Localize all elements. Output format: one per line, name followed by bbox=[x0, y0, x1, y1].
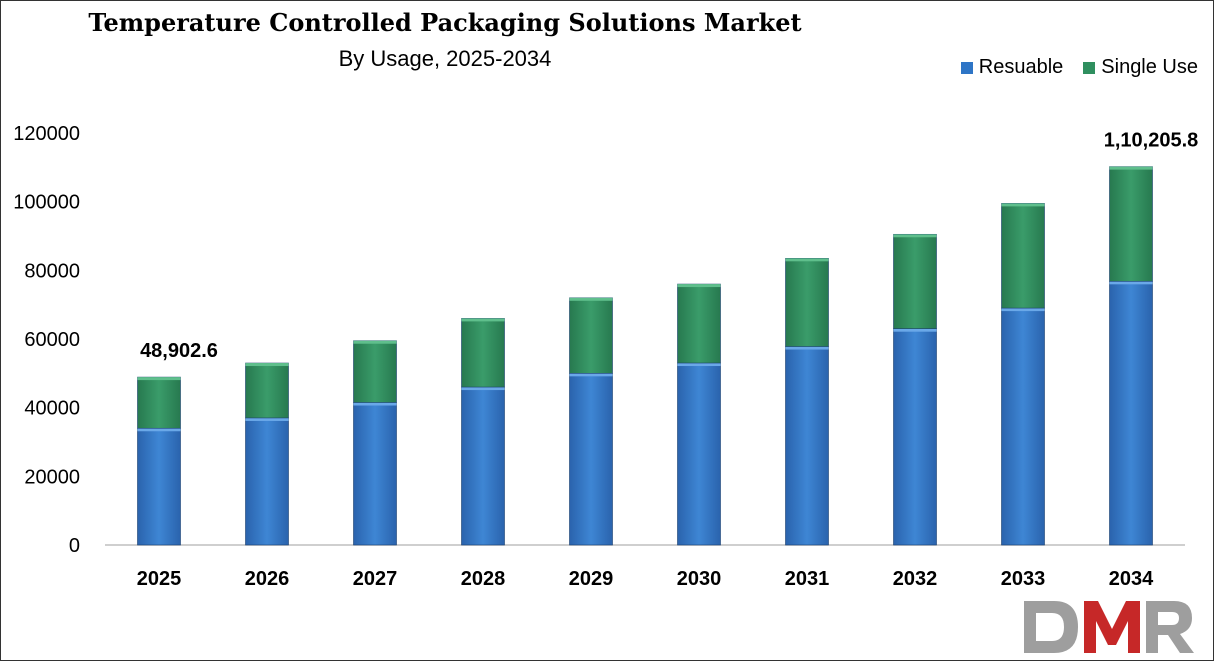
bar-single-use-2026 bbox=[245, 362, 289, 419]
bar-edge-resuable-2033 bbox=[1001, 308, 1045, 312]
legend-item-resuable: Resuable bbox=[960, 56, 1064, 79]
chart-title: Temperature Controlled Packaging Solutio… bbox=[88, 8, 802, 37]
bar-edge-resuable-2029 bbox=[569, 373, 613, 377]
bar-edge-resuable-2034 bbox=[1109, 281, 1153, 285]
bars-layer bbox=[137, 166, 1153, 546]
bar-edge-single-use-2033 bbox=[1001, 203, 1045, 207]
x-tick-label: 2034 bbox=[1109, 568, 1154, 590]
bar-edge-resuable-2030 bbox=[677, 363, 721, 367]
bar-single-use-2025 bbox=[137, 376, 181, 429]
bar-edge-resuable-2028 bbox=[461, 387, 505, 391]
bar-edge-resuable-2025 bbox=[137, 428, 181, 432]
bar-resuable-2034 bbox=[1109, 281, 1153, 546]
bar-edge-single-use-2025 bbox=[137, 377, 181, 381]
bar-edge-single-use-2028 bbox=[461, 318, 505, 322]
y-tick-label: 20000 bbox=[24, 466, 80, 488]
bar-edge-single-use-2031 bbox=[785, 258, 829, 262]
x-tick-label: 2025 bbox=[137, 568, 182, 590]
y-tick-label: 60000 bbox=[24, 329, 80, 351]
axis-layer: 0 20000 40000 60000 80000 100000 120000 bbox=[13, 123, 1185, 557]
x-tick-label: 2028 bbox=[461, 568, 506, 590]
x-tick-label: 2026 bbox=[245, 568, 290, 590]
bar-edge-resuable-2031 bbox=[785, 346, 829, 350]
legend-label-resuable: Resuable bbox=[978, 56, 1064, 78]
bar-single-use-2027 bbox=[353, 340, 397, 403]
bar-resuable-2028 bbox=[461, 386, 505, 546]
bar-edge-single-use-2027 bbox=[353, 340, 397, 344]
bar-edge-single-use-2029 bbox=[569, 297, 613, 301]
legend-swatch-resuable bbox=[960, 61, 973, 74]
dmr-logo bbox=[1024, 601, 1194, 653]
bar-resuable-2025 bbox=[137, 427, 181, 546]
bar-edge-resuable-2032 bbox=[893, 328, 937, 332]
bar-single-use-2029 bbox=[569, 297, 613, 374]
data-label-total: 1,10,205.8 bbox=[1104, 130, 1199, 152]
y-tick-label: 120000 bbox=[13, 123, 80, 145]
labels-layer: 2025 2026 2027 2028 2029 2030 2031 2032 2033 2034… bbox=[137, 130, 1199, 590]
bar-edge-single-use-2026 bbox=[245, 363, 289, 367]
y-tick-label: 40000 bbox=[24, 398, 80, 420]
bar-single-use-2034 bbox=[1109, 166, 1153, 282]
bar-resuable-2027 bbox=[353, 402, 397, 546]
x-tick-label: 2029 bbox=[569, 568, 614, 590]
bar-resuable-2029 bbox=[569, 373, 613, 546]
bar-resuable-2030 bbox=[677, 362, 721, 546]
bar-resuable-2026 bbox=[245, 417, 289, 546]
bar-edge-resuable-2027 bbox=[353, 402, 397, 406]
x-tick-label: 2027 bbox=[353, 568, 398, 590]
legend: Resuable Single Use bbox=[960, 56, 1198, 79]
legend-label-single-use: Single Use bbox=[1101, 56, 1198, 78]
bar-resuable-2033 bbox=[1001, 307, 1045, 546]
bar-single-use-2033 bbox=[1001, 203, 1045, 309]
x-tick-label: 2031 bbox=[785, 568, 830, 590]
bar-single-use-2031 bbox=[785, 258, 829, 347]
bar-edge-single-use-2030 bbox=[677, 284, 721, 288]
legend-swatch-single-use bbox=[1083, 61, 1096, 74]
bar-edge-single-use-2034 bbox=[1109, 166, 1153, 170]
y-tick-label: 0 bbox=[69, 535, 80, 557]
y-tick-label: 80000 bbox=[24, 260, 80, 282]
x-tick-label: 2030 bbox=[677, 568, 722, 590]
chart-subtitle: By Usage, 2025-2034 bbox=[338, 46, 552, 71]
x-tick-label: 2033 bbox=[1001, 568, 1046, 590]
bar-edge-single-use-2032 bbox=[893, 234, 937, 238]
bar-resuable-2031 bbox=[785, 346, 829, 546]
bar-single-use-2032 bbox=[893, 233, 937, 330]
bar-single-use-2030 bbox=[677, 283, 721, 364]
bar-resuable-2032 bbox=[893, 328, 937, 546]
y-tick-label: 100000 bbox=[13, 192, 80, 214]
bar-edge-resuable-2026 bbox=[245, 417, 289, 421]
data-label-total: 48,902.6 bbox=[140, 340, 218, 362]
x-tick-label: 2032 bbox=[893, 568, 938, 590]
legend-item-single-use: Single Use bbox=[1083, 56, 1198, 79]
bar-single-use-2028 bbox=[461, 318, 505, 388]
